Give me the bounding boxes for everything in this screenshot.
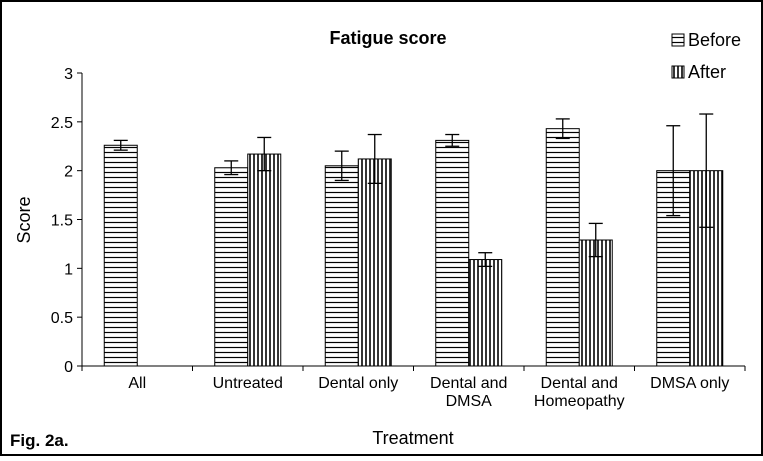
error-bar — [334, 150, 349, 182]
bar — [324, 165, 359, 367]
error-bar — [224, 160, 239, 176]
error-bar — [113, 139, 128, 151]
legend-label: Before — [688, 30, 741, 50]
error-bar — [445, 133, 460, 147]
x-tick-label: Dental only — [318, 375, 398, 392]
bar — [545, 128, 580, 367]
bar — [578, 239, 613, 367]
error-bar — [367, 133, 382, 185]
y-tick-label: 2.5 — [51, 115, 73, 132]
y-tick-label: 3 — [64, 66, 73, 83]
bar — [357, 158, 392, 367]
y-tick-label: 1.5 — [51, 213, 73, 230]
bar — [103, 144, 138, 367]
caption: Fig. 2a. — [10, 431, 69, 450]
x-tick-label: Untreated — [213, 375, 283, 392]
bar — [214, 167, 249, 367]
y-tick-label: 1 — [64, 261, 73, 278]
y-tick-label: 2 — [64, 164, 73, 181]
x-tick-label: Dental and Homeopathy — [534, 375, 625, 410]
y-tick-label: 0 — [64, 359, 73, 376]
legend-swatch — [671, 33, 685, 47]
x-tick-label: All — [128, 375, 146, 392]
legend-label: After — [688, 62, 726, 82]
error-bar — [257, 136, 272, 172]
y-tick-label: 0.5 — [51, 310, 73, 327]
bar — [247, 153, 282, 367]
x-tick-label: Dental and DMSA — [430, 375, 507, 410]
error-bar — [478, 252, 493, 268]
x-axis-label: Treatment — [372, 428, 453, 448]
error-bar — [588, 222, 603, 258]
chart-title: Fatigue score — [329, 28, 446, 48]
legend-swatch — [671, 65, 685, 79]
bar — [435, 139, 470, 367]
x-tick-label: DMSA only — [650, 375, 729, 392]
bar — [468, 259, 503, 367]
error-bar — [555, 118, 570, 140]
error-bar — [666, 125, 681, 217]
error-bar — [699, 113, 714, 228]
y-axis-label: Score — [14, 196, 34, 243]
